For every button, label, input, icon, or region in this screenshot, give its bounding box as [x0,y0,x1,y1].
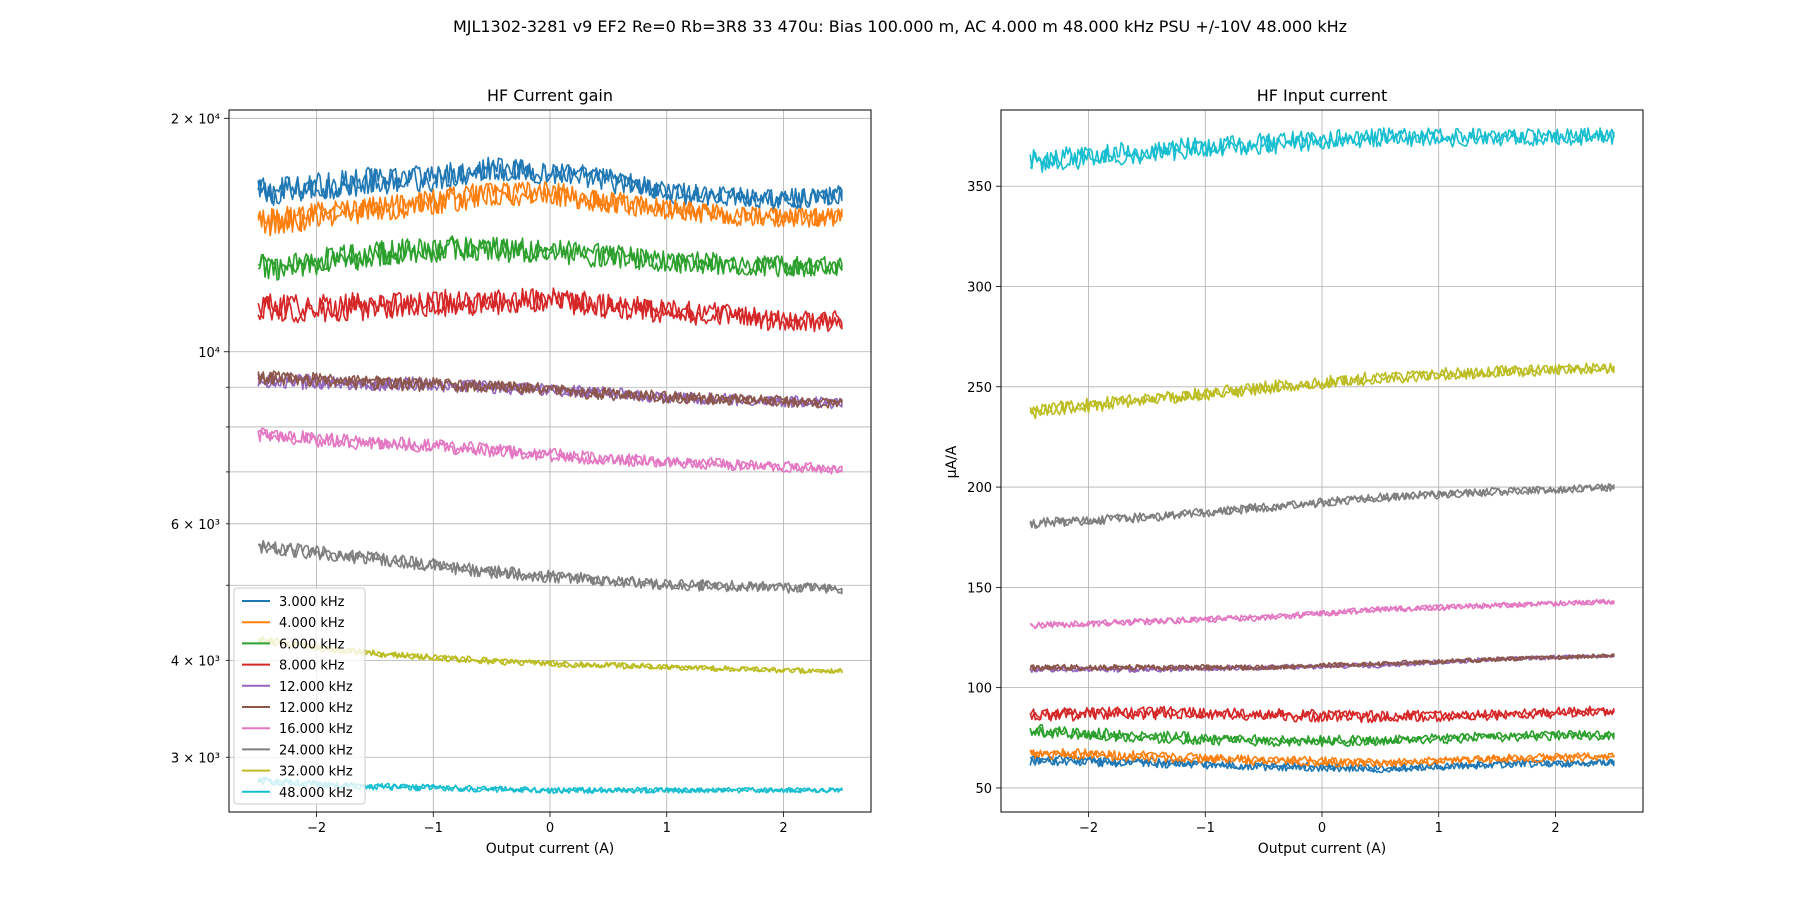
legend-label: 4.000 kHz [279,616,345,631]
gain-series-line [257,156,843,210]
gain-ytick-label: 6 × 10³ [171,518,220,533]
gain-series-line [257,235,843,281]
input-series-line [1029,747,1615,768]
legend-label: 32.000 kHz [279,765,353,780]
gain-ytick-label: 10⁴ [198,346,220,361]
input-series-line [1029,723,1615,748]
input-grid [1001,110,1643,812]
input-xtick-label: −1 [1196,821,1215,836]
input-ytick-label: 100 [967,682,992,697]
current-gain-title: HF Current gain [487,86,613,105]
gain-series-line [257,427,843,475]
input-series-line [1029,483,1615,530]
legend-label: 6.000 kHz [279,637,345,652]
legend: 3.000 kHz 4.000 kHz 6.000 kHz 8.000 kHz 12.0… [233,587,366,805]
legend-label: 8.000 kHz [279,659,345,674]
input-ytick-label: 150 [967,581,992,596]
gain-series-line [257,287,843,333]
input-current-panel: HF Input current Output current (A) µA/A… [944,86,1644,857]
gain-plot-frame [228,109,872,813]
gain-xtick-label: −2 [307,821,326,836]
input-xtick-label: 1 [1435,821,1443,836]
input-series-group [1029,127,1615,774]
legend-label: 24.000 kHz [279,743,353,758]
gain-series-line [257,539,843,595]
input-series-line [1029,705,1615,724]
input-ytick-label: 300 [967,281,992,296]
input-ytick-label: 200 [967,481,992,496]
current-gain-panel: HF Current gain Output current (A) −2 −1 0… [171,86,872,857]
gain-series-line [257,776,843,795]
input-current-title: HF Input current [1257,86,1388,105]
gain-ytick-label: 4 × 10³ [171,654,220,669]
legend-label: 12.000 kHz [279,701,353,716]
input-series-line [1029,754,1615,774]
input-series-line [1029,362,1615,420]
gain-xtick-label: 2 [779,821,787,836]
input-current-ylabel: µA/A [944,445,960,478]
current-gain-xlabel: Output current (A) [486,841,615,857]
gain-series-group [257,156,843,795]
gain-xtick-label: 0 [546,821,554,836]
input-xtick-label: 0 [1318,821,1326,836]
gain-series-line [257,636,843,675]
gain-series-line [257,181,843,237]
gain-ytick-label: 2 × 10⁴ [171,112,220,127]
input-series-line [1029,653,1615,672]
input-ytick-label: 250 [967,381,992,396]
input-xtick-label: −2 [1079,821,1098,836]
input-current-xlabel: Output current (A) [1258,841,1387,857]
figure-title: MJL1302-3281 v9 EF2 Re=0 Rb=3R8 33 470u:… [453,17,1347,36]
input-ytick-label: 350 [967,180,992,195]
gain-ytick-label: 3 × 10³ [171,751,220,766]
legend-label: 48.000 kHz [279,786,353,801]
legend-label: 12.000 kHz [279,680,353,695]
input-xtick-label: 2 [1551,821,1559,836]
gain-series-line [257,370,843,409]
gain-xtick-label: 1 [663,821,671,836]
input-series-line [1029,127,1615,173]
gain-xtick-label: −1 [424,821,443,836]
input-series-line [1029,598,1615,630]
input-plot-frame [1000,109,1644,813]
input-ytick-label: 50 [975,782,992,797]
legend-label: 16.000 kHz [279,722,353,737]
legend-label: 3.000 kHz [279,595,345,610]
